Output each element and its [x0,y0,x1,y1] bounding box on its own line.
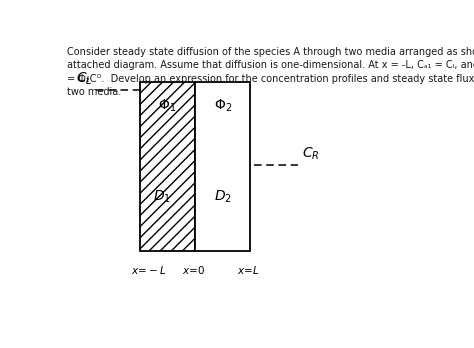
Text: $C_L$: $C_L$ [76,71,92,87]
Text: $x\!=\!L$: $x\!=\!L$ [237,264,260,276]
Text: $C_R$: $C_R$ [301,146,319,162]
Text: $D_1$: $D_1$ [153,189,171,205]
Text: Consider steady state diffusion of the species A through two media arranged as s: Consider steady state diffusion of the s… [66,47,474,97]
Text: $x\!=\!-L$: $x\!=\!-L$ [131,264,167,276]
Text: $\Phi_2$: $\Phi_2$ [214,98,232,114]
Text: $x\!=\!0$: $x\!=\!0$ [182,264,205,276]
Text: $D_2$: $D_2$ [214,189,232,205]
Bar [140,82,195,251]
Text: $\Phi_1$: $\Phi_1$ [158,98,177,114]
Bar [195,82,250,251]
